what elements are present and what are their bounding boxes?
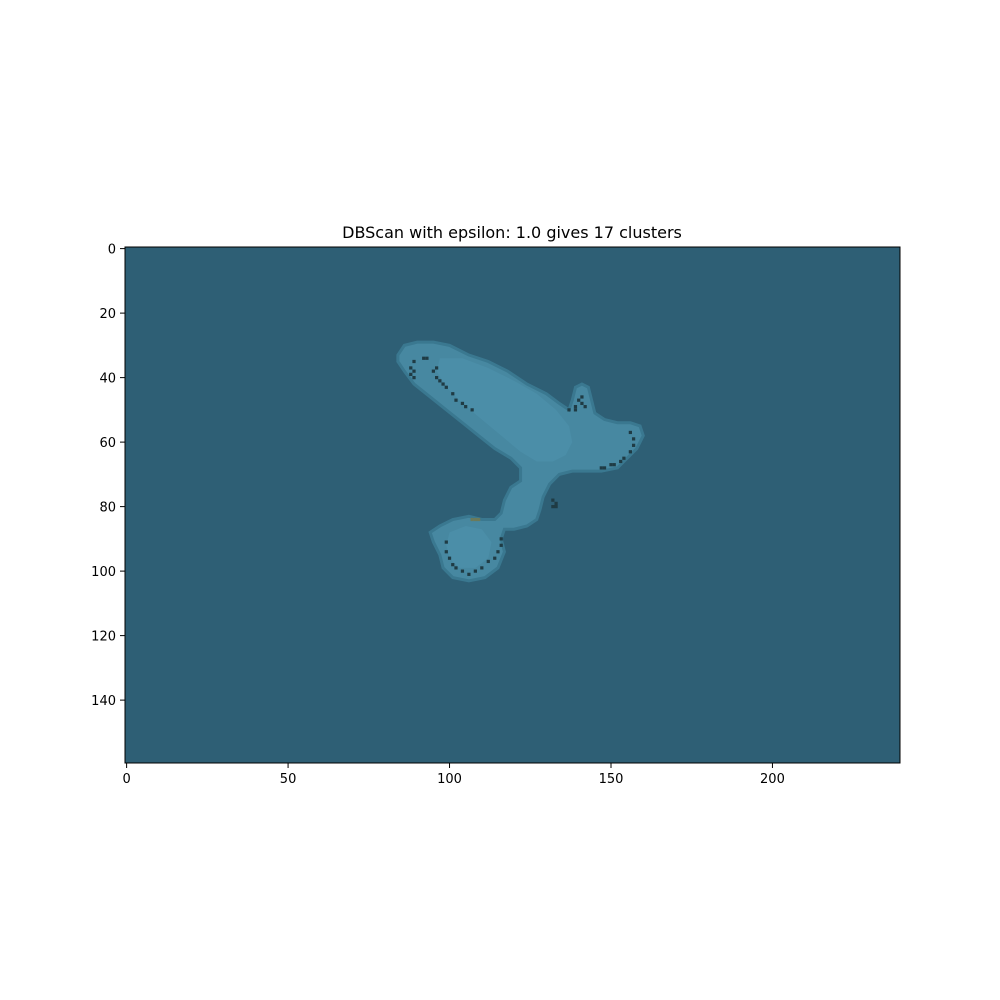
noise-point: [486, 559, 490, 564]
y-tick-label: 120: [91, 630, 116, 645]
y-axis: 0 20 40 60 80 100 120 140: [91, 243, 125, 709]
small-cluster-pixel: [476, 517, 481, 522]
noise-point: [496, 550, 500, 554]
noise-point: [573, 405, 578, 409]
noise-point: [554, 501, 558, 505]
noise-point: [444, 540, 448, 544]
noise-point: [412, 359, 416, 364]
noise-point: [583, 405, 587, 409]
noise-point: [573, 408, 578, 412]
noise-point: [435, 366, 439, 370]
noise-point: [467, 572, 471, 576]
noise-point: [444, 385, 448, 389]
x-tick-label: 0: [122, 772, 130, 787]
noise-point: [493, 556, 497, 560]
noise-point: [599, 466, 603, 470]
noise-point: [628, 450, 632, 454]
noise-point: [470, 408, 474, 412]
noise-point: [441, 382, 445, 386]
noise-point: [412, 369, 416, 373]
noise-point: [431, 369, 435, 373]
noise-point: [551, 498, 555, 502]
noise-point: [451, 392, 455, 396]
y-tick-label: 80: [99, 501, 116, 516]
noise-point: [447, 556, 452, 560]
cluster-region-object-core: [436, 358, 573, 462]
noise-point: [612, 463, 616, 467]
noise-point: [444, 550, 448, 554]
noise-point: [425, 356, 429, 360]
noise-point: [577, 398, 581, 402]
y-tick-label: 100: [91, 565, 116, 580]
y-tick-label: 140: [91, 694, 116, 709]
y-tick-label: 20: [99, 307, 116, 322]
noise-point: [473, 569, 477, 573]
cluster-region-lower-lobe: [446, 525, 492, 568]
noise-point: [460, 569, 465, 573]
y-tick-label: 0: [108, 243, 116, 258]
chart-title: DBScan with epsilon: 1.0 gives 17 cluste…: [342, 223, 682, 242]
x-tick-label: 200: [760, 772, 785, 787]
noise-point: [619, 459, 623, 464]
x-tick-label: 100: [437, 772, 462, 787]
noise-point: [409, 372, 413, 376]
y-tick-label: 40: [99, 372, 116, 387]
noise-point: [567, 408, 571, 412]
noise-point: [422, 356, 426, 360]
noise-point: [464, 405, 468, 409]
noise-point: [628, 430, 632, 435]
noise-point: [499, 543, 503, 547]
noise-point: [622, 456, 626, 460]
small-cluster-pixel: [470, 517, 474, 522]
small-cluster-pixel: [473, 517, 477, 522]
noise-point: [435, 376, 439, 380]
x-axis: 0 50 100 150 200: [122, 763, 785, 787]
noise-point: [438, 379, 442, 383]
noise-point: [454, 398, 458, 402]
noise-point: [480, 566, 484, 570]
noise-point: [499, 537, 503, 541]
noise-point: [551, 505, 555, 509]
noise-point: [631, 443, 636, 447]
noise-point: [554, 505, 558, 509]
noise-point: [412, 376, 416, 380]
x-tick-label: 150: [599, 772, 624, 787]
noise-point: [409, 366, 413, 370]
y-tick-label: 60: [99, 436, 116, 451]
noise-point: [454, 566, 458, 570]
noise-point: [609, 463, 613, 467]
x-tick-label: 50: [280, 772, 297, 787]
noise-point: [460, 401, 465, 406]
noise-point: [580, 401, 584, 406]
noise-point: [451, 563, 455, 567]
noise-point: [602, 466, 607, 470]
noise-point: [631, 437, 636, 441]
plot-frame: [124, 246, 901, 764]
noise-point: [580, 395, 584, 399]
plot-area: [125, 247, 900, 763]
